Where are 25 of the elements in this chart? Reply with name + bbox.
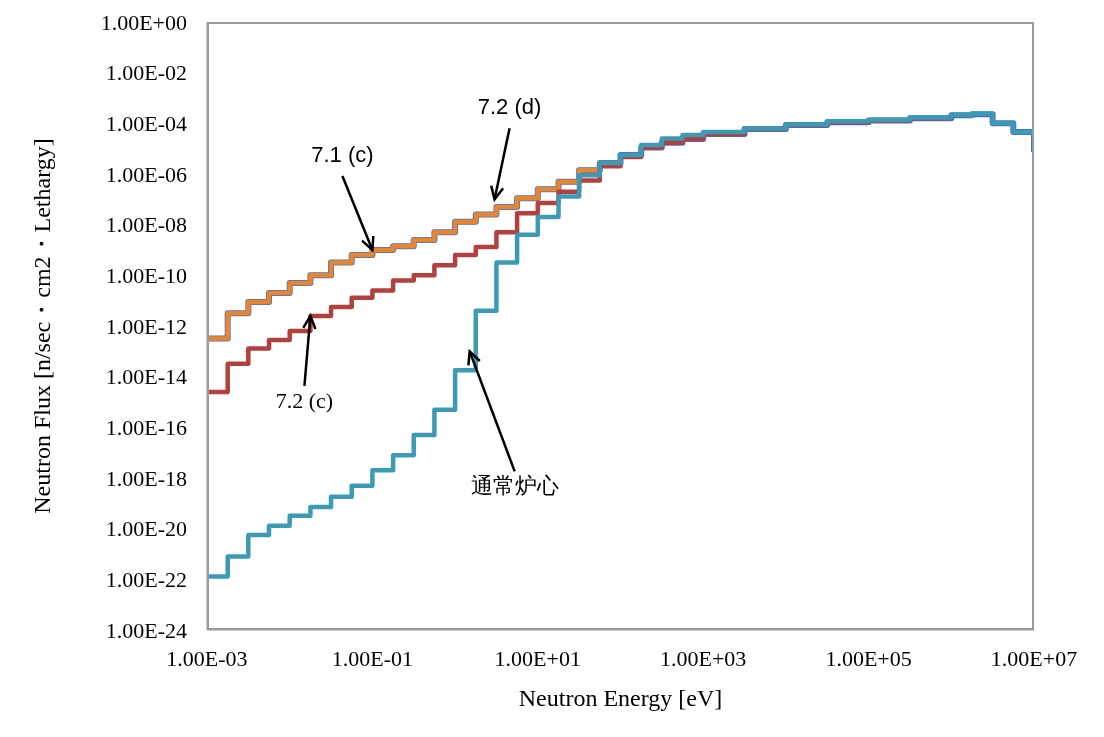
y-tick-label: 1.00E-20 [105,516,187,542]
y-tick-label: 1.00E-08 [105,212,187,238]
y-tick-label: 1.00E+00 [100,9,187,35]
x-tick-label: 1.00E-03 [166,645,248,671]
x-axis-title: Neutron Energy [eV] [518,685,723,711]
y-tick-label: 1.00E-24 [105,617,187,643]
x-tick-label: 1.00E-01 [331,645,414,671]
annotation: 7.1 (c) [311,142,374,167]
y-tick-label: 1.00E-06 [105,161,187,187]
y-tick-label: 1.00E-14 [105,364,187,390]
y-tick-label: 1.00E-18 [105,465,187,491]
y-tick-label: 1.00E-10 [105,263,187,289]
y-tick-label: 1.00E-12 [105,313,187,339]
annotation: 通常炉心 [470,473,559,499]
y-tick-label: 1.00E-16 [105,415,187,441]
annotation: 7.2 (c) [275,387,334,413]
y-tick-label: 1.00E-04 [105,111,187,137]
annotation: 7.2 (d) [477,94,542,120]
y-tick-label: 1.00E-22 [105,567,187,593]
y-tick-label: 1.00E-02 [105,60,187,86]
x-tick-label: 1.00E+07 [990,645,1078,671]
x-tick-label: 1.00E+01 [494,645,581,671]
y-axis-title: Neutron Flux [n/sec・cm2・Lethargy] [28,138,55,514]
x-tick-label: 1.00E+03 [660,645,747,671]
x-tick-label: 1.00E+05 [825,645,912,671]
